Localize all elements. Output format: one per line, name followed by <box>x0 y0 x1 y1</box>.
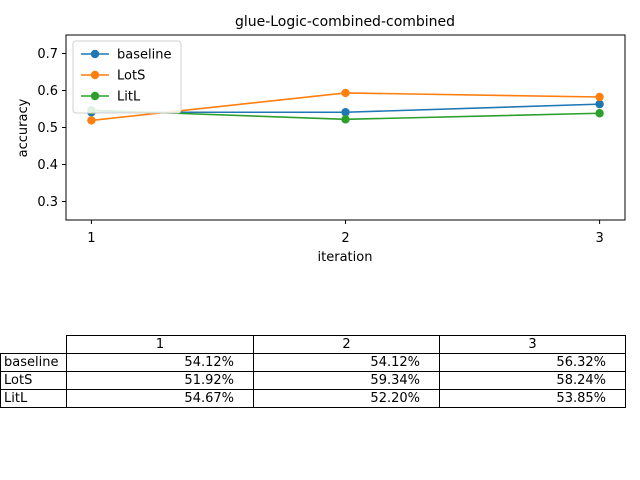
y-axis: 0.3 0.4 0.5 0.6 0.7 <box>37 47 66 210</box>
table-row-label: LotS <box>0 371 67 390</box>
table-cell: 53.85% <box>439 389 626 408</box>
legend-marker <box>90 49 100 59</box>
y-tick-label: 0.5 <box>37 121 58 136</box>
table-cell: 54.67% <box>66 389 254 408</box>
table-row-label: LitL <box>0 389 67 408</box>
y-tick-label: 0.3 <box>37 195 58 210</box>
y-tick-label: 0.6 <box>37 84 58 99</box>
data-point <box>341 108 350 117</box>
legend-label: baseline <box>117 48 171 63</box>
data-point <box>595 109 604 118</box>
legend-marker <box>90 91 100 101</box>
data-point <box>87 116 96 125</box>
table-col-header: 2 <box>253 335 440 354</box>
line-chart: glue-Logic-combined-combined 0.30.40.50.… <box>16 14 626 265</box>
legend-item: LotS <box>81 69 145 84</box>
x-tick-label: 3 <box>595 231 603 246</box>
table-cell: 54.12% <box>66 353 254 372</box>
legend-item: LitL <box>81 90 141 105</box>
legend: baseline LotS LitL <box>72 40 182 114</box>
data-point <box>341 88 350 98</box>
legend-box <box>72 40 182 114</box>
data-point <box>595 99 604 109</box>
table-cell: 59.34% <box>253 371 440 390</box>
table-corner <box>1 336 67 354</box>
legend-label: LitL <box>117 90 141 105</box>
y-tick-label: 0.7 <box>37 47 58 62</box>
table-row: LitL 54.67% 52.20% 53.85% <box>0 389 626 408</box>
table-cell: 56.32% <box>439 353 626 372</box>
table-col-header: 3 <box>439 335 626 354</box>
results-table: 1 2 3 baseline 54.12% 54.12% 56.32% LotS… <box>0 335 626 408</box>
table-cell: 54.12% <box>253 353 440 372</box>
x-tick-label: 1 <box>87 231 95 246</box>
data-point <box>595 92 604 102</box>
table-row: LotS 51.92% 59.34% 58.24% <box>0 371 626 390</box>
x-axis: 1 2 3 <box>87 220 604 246</box>
x-axis-label: iteration <box>318 250 373 265</box>
table-row: baseline 54.12% 54.12% 56.32% <box>0 353 626 372</box>
table-cell: 58.24% <box>439 371 626 390</box>
table-cell: 51.92% <box>66 371 254 390</box>
legend-item: baseline <box>81 48 171 63</box>
table-header-row: 1 2 3 <box>1 335 626 354</box>
x-tick-label: 2 <box>341 231 349 246</box>
table-row-label: baseline <box>0 353 67 372</box>
legend-label: LotS <box>117 69 145 84</box>
legend-marker <box>90 70 100 80</box>
y-axis-label: accuracy <box>16 98 31 157</box>
chart-title: glue-Logic-combined-combined <box>235 14 455 30</box>
y-tick-label: 0.4 <box>37 158 58 173</box>
table-col-header: 1 <box>66 335 254 354</box>
data-point <box>341 115 350 124</box>
table-cell: 52.20% <box>253 389 440 408</box>
